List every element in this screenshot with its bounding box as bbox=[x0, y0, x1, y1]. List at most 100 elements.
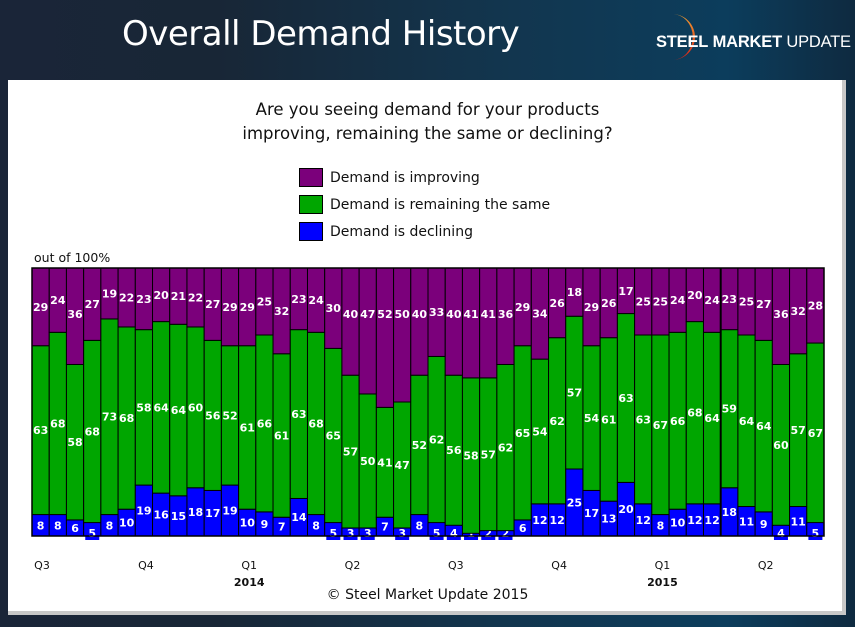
bar-group: 8 68 24 bbox=[48, 267, 67, 537]
legend-label-same: Demand is remaining the same bbox=[330, 196, 551, 213]
bar-group: 18 59 23 bbox=[720, 267, 739, 537]
data-label-improving: 36 bbox=[773, 308, 789, 321]
data-label-improving: 24 bbox=[308, 294, 324, 307]
bar-group: 6 58 36 bbox=[65, 267, 85, 537]
data-label-same: 57 bbox=[343, 446, 358, 459]
data-label-declining: 18 bbox=[722, 506, 737, 519]
data-label-same: 54 bbox=[584, 412, 600, 425]
slide-title: Overall Demand History bbox=[122, 14, 520, 54]
data-label-same: 52 bbox=[412, 439, 427, 452]
bar-segment-improving bbox=[358, 267, 377, 395]
data-label-same: 61 bbox=[240, 421, 255, 434]
data-label-same: 67 bbox=[808, 427, 823, 440]
data-label-improving: 20 bbox=[153, 289, 169, 302]
data-label-declining: 19 bbox=[222, 505, 237, 518]
data-label-declining: 2 bbox=[502, 527, 510, 540]
bar-group: 12 63 25 bbox=[634, 267, 653, 537]
logo-text: STEEL MARKET UPDATE bbox=[656, 33, 851, 52]
data-label-same: 59 bbox=[722, 403, 737, 416]
data-label-improving: 40 bbox=[343, 308, 359, 321]
data-label-improving: 50 bbox=[395, 308, 411, 321]
data-label-declining: 8 bbox=[37, 519, 45, 532]
data-label-improving: 24 bbox=[670, 294, 686, 307]
bar-group: 9 64 27 bbox=[754, 267, 773, 537]
data-label-declining: 18 bbox=[188, 506, 203, 519]
data-label-improving: 32 bbox=[274, 305, 289, 318]
x-tick-label: Q3 bbox=[448, 559, 464, 572]
x-year-label: 2015 bbox=[647, 576, 678, 589]
data-label-declining: 20 bbox=[618, 503, 634, 516]
data-label-same: 50 bbox=[360, 455, 376, 468]
data-label-same: 58 bbox=[67, 436, 82, 449]
data-label-declining: 9 bbox=[760, 518, 768, 531]
bar-group: 10 61 29 bbox=[238, 267, 257, 537]
data-label-declining: 12 bbox=[687, 514, 702, 527]
bar-segment-improving bbox=[479, 267, 498, 379]
bar-group: 6 65 29 bbox=[513, 267, 532, 537]
logo-word-steel: STEEL bbox=[656, 33, 709, 51]
x-tick-label: Q4 bbox=[138, 559, 154, 572]
data-label-declining: 12 bbox=[704, 514, 719, 527]
data-label-same: 58 bbox=[463, 450, 478, 463]
data-label-same: 56 bbox=[446, 444, 462, 457]
bar-group: 11 57 32 bbox=[789, 267, 808, 537]
data-label-improving: 23 bbox=[136, 293, 151, 306]
data-label-declining: 8 bbox=[416, 519, 424, 532]
data-label-improving: 17 bbox=[618, 285, 633, 298]
bar-segment-improving bbox=[375, 267, 395, 408]
data-label-same: 68 bbox=[308, 417, 323, 430]
bar-group: 8 63 29 bbox=[31, 267, 50, 537]
data-label-declining: 6 bbox=[519, 522, 527, 535]
data-label-declining: 8 bbox=[54, 519, 62, 532]
data-label-declining: 5 bbox=[329, 527, 337, 540]
data-label-improving: 25 bbox=[739, 296, 754, 309]
data-label-improving: 47 bbox=[360, 308, 375, 321]
bar-group: 15 64 21 bbox=[169, 267, 188, 537]
data-label-declining: 25 bbox=[567, 497, 582, 510]
data-label-improving: 33 bbox=[429, 306, 444, 319]
data-label-same: 57 bbox=[791, 424, 806, 437]
data-label-improving: 26 bbox=[549, 297, 565, 310]
bar-group: 2 57 41 bbox=[479, 267, 498, 540]
data-label-improving: 40 bbox=[412, 308, 428, 321]
data-label-declining: 9 bbox=[261, 518, 269, 531]
data-label-declining: 10 bbox=[240, 517, 256, 530]
data-label-declining: 17 bbox=[205, 507, 220, 520]
data-label-same: 64 bbox=[171, 404, 187, 417]
bar-group: 15841 bbox=[461, 267, 481, 540]
bar-group: 3 57 40 bbox=[341, 267, 360, 540]
data-label-improving: 29 bbox=[515, 301, 530, 314]
bar-group: 12 64 24 bbox=[702, 267, 722, 537]
bar-group: 7 61 32 bbox=[272, 267, 291, 537]
data-label-improving: 23 bbox=[722, 293, 737, 306]
bar-group: 16 64 20 bbox=[152, 267, 171, 537]
data-label-improving: 29 bbox=[584, 301, 599, 314]
bar-group: 12 62 26 bbox=[548, 267, 567, 537]
data-label-improving: 41 bbox=[481, 308, 496, 321]
bar-group: 13 61 26 bbox=[599, 267, 618, 537]
data-label-same: 68 bbox=[687, 407, 702, 420]
data-label-improving: 23 bbox=[291, 293, 306, 306]
data-label-same: 47 bbox=[395, 459, 410, 472]
bar-group: 8 73 19 bbox=[100, 267, 119, 537]
bar-group: 10 66 24 bbox=[668, 267, 687, 537]
data-label-same: 60 bbox=[188, 401, 204, 414]
data-label-declining: 3 bbox=[347, 527, 355, 540]
bar-segment-improving bbox=[341, 267, 360, 376]
data-label-improving: 27 bbox=[85, 298, 100, 311]
bar-group: 18 60 22 bbox=[186, 267, 205, 537]
data-label-same: 68 bbox=[119, 412, 134, 425]
data-label-improving: 28 bbox=[808, 300, 823, 313]
legend-item-same: Demand is remaining the same bbox=[299, 191, 550, 218]
y-axis-label: out of 100% bbox=[34, 250, 111, 265]
chart-legend: Demand is improving Demand is remaining … bbox=[299, 164, 550, 245]
bar-group: 5 62 33 bbox=[427, 267, 446, 540]
data-label-same: 62 bbox=[549, 415, 564, 428]
copyright-footer: © Steel Market Update 2015 bbox=[326, 587, 529, 603]
bar-group: 5 67 28 bbox=[806, 267, 825, 540]
data-label-same: 41 bbox=[377, 456, 392, 469]
steel-market-update-logo: STEEL MARKET UPDATE bbox=[650, 8, 851, 64]
data-label-declining: 14 bbox=[291, 511, 307, 524]
legend-swatch-same bbox=[299, 195, 323, 214]
